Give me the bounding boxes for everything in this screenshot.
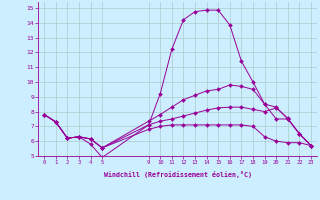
X-axis label: Windchill (Refroidissement éolien,°C): Windchill (Refroidissement éolien,°C) — [104, 171, 252, 178]
